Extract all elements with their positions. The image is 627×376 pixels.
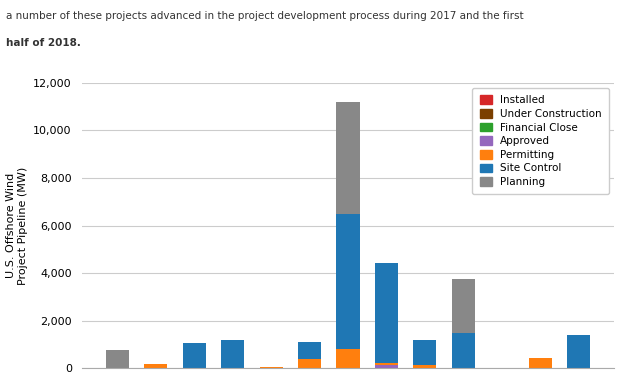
Text: half of 2018.: half of 2018. (6, 38, 81, 48)
Bar (337, 214, 359, 349)
Bar (337, 349, 359, 368)
Bar (375, 363, 398, 365)
Bar (337, 102, 359, 214)
Y-axis label: U.S. Offshore Wind
Project Pipeline (MW): U.S. Offshore Wind Project Pipeline (MW) (6, 167, 28, 285)
Bar (413, 365, 436, 368)
Text: a number of these projects advanced in the project development process during 20: a number of these projects advanced in t… (6, 11, 524, 21)
Bar (144, 364, 167, 368)
Bar (375, 365, 398, 368)
Bar (106, 350, 129, 368)
Bar (298, 359, 321, 368)
Bar (452, 333, 475, 368)
Bar (375, 263, 398, 363)
Bar (298, 342, 321, 359)
Bar (529, 358, 552, 368)
Bar (567, 335, 590, 368)
Legend: Installed, Under Construction, Financial Close, Approved, Permitting, Site Contr: Installed, Under Construction, Financial… (472, 88, 609, 194)
Bar (182, 344, 206, 368)
Bar (413, 340, 436, 365)
Bar (260, 367, 283, 368)
Bar (452, 279, 475, 333)
Bar (221, 340, 244, 368)
